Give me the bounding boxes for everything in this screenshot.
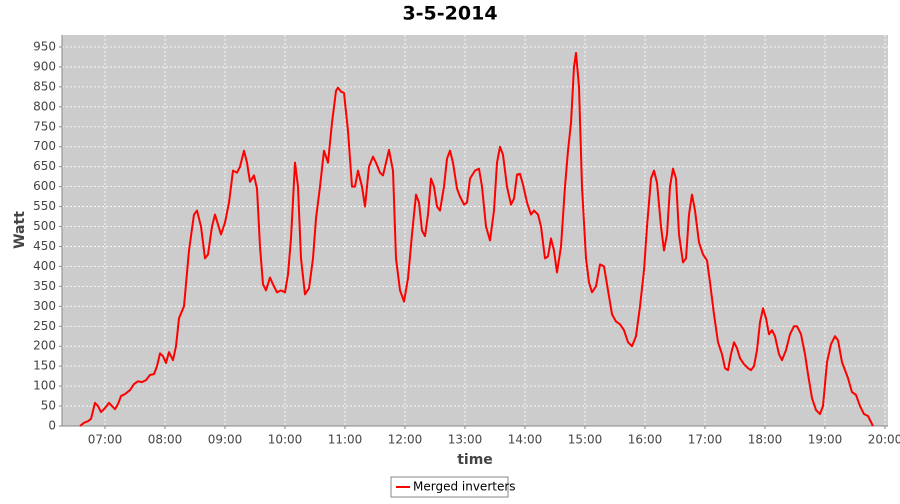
y-tick-label: 650	[33, 159, 56, 173]
y-tick-label: 800	[33, 99, 56, 113]
series-line	[79, 51, 874, 427]
y-tick-label: 850	[33, 79, 56, 93]
x-tick-label: 14:00	[508, 433, 543, 447]
chart-title: 3-5-2014	[402, 3, 497, 25]
y-tick-label: 150	[33, 359, 56, 373]
y-tick-label: 750	[33, 119, 56, 133]
x-tick-label: 16:00	[628, 433, 663, 447]
x-tick-label: 10:00	[268, 433, 303, 447]
y-tick-label: 500	[33, 219, 56, 233]
x-tick-label: 20:00	[868, 433, 900, 447]
y-tick-label: 700	[33, 139, 56, 153]
x-axis-label: time	[457, 452, 493, 468]
legend	[390, 476, 509, 498]
x-tick-label: 18:00	[748, 433, 783, 447]
y-tick-label: 350	[33, 279, 56, 293]
y-tick-label: 50	[41, 399, 56, 413]
y-tick-label: 250	[33, 319, 56, 333]
x-tick-label: 08:00	[148, 433, 183, 447]
y-tick-label: 100	[33, 379, 56, 393]
y-tick-label: 400	[33, 259, 56, 273]
y-axis-label: Watt	[12, 211, 28, 249]
legend-label: Merged inverters	[413, 480, 516, 494]
x-tick-label: 13:00	[448, 433, 483, 447]
y-tick-label: 0	[48, 419, 56, 433]
y-tick-label: 950	[33, 39, 56, 53]
y-tick-label: 600	[33, 179, 56, 193]
y-tick-label: 550	[33, 199, 56, 213]
y-tick-label: 300	[33, 299, 56, 313]
x-tick-label: 19:00	[808, 433, 843, 447]
x-tick-label: 11:00	[328, 433, 363, 447]
plot-area	[62, 35, 888, 426]
x-tick-label: 15:00	[568, 433, 603, 447]
y-tick-label: 450	[33, 239, 56, 253]
y-tick-label: 200	[33, 339, 56, 353]
x-tick-label: 17:00	[688, 433, 723, 447]
x-tick-label: 07:00	[88, 433, 123, 447]
y-tick-label: 900	[33, 59, 56, 73]
x-tick-label: 09:00	[208, 433, 243, 447]
x-tick-label: 12:00	[388, 433, 423, 447]
